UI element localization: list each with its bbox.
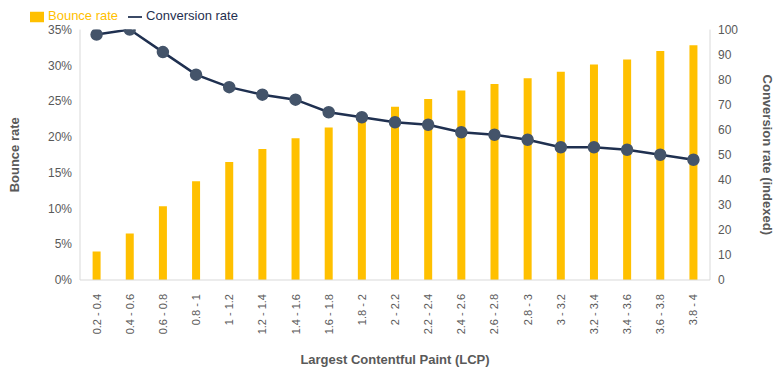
svg-text:1.2 - 1.4: 1.2 - 1.4 xyxy=(256,294,268,334)
svg-text:0%: 0% xyxy=(55,273,73,287)
svg-text:25%: 25% xyxy=(48,94,72,108)
svg-text:1.6 - 1.8: 1.6 - 1.8 xyxy=(323,294,335,334)
svg-text:35%: 35% xyxy=(48,23,72,37)
svg-text:0.8 - 1: 0.8 - 1 xyxy=(190,294,202,325)
svg-text:Largest Contentful Paint (LCP): Largest Contentful Paint (LCP) xyxy=(300,352,489,367)
svg-text:80: 80 xyxy=(718,73,732,87)
svg-text:15%: 15% xyxy=(48,166,72,180)
svg-text:30: 30 xyxy=(718,198,732,212)
html-text:Bounce rate: Bounce rate xyxy=(48,8,119,23)
svg-text:2.8 - 3: 2.8 - 3 xyxy=(522,294,534,325)
svg-text:50: 50 xyxy=(718,148,732,162)
svg-text:20%: 20% xyxy=(48,130,72,144)
svg-text:20: 20 xyxy=(718,223,732,237)
svg-text:10%: 10% xyxy=(48,202,72,216)
svg-text:0.6 - 0.8: 0.6 - 0.8 xyxy=(157,294,169,334)
svg-text:60: 60 xyxy=(718,123,732,137)
svg-text:2.6 - 2.8: 2.6 - 2.8 xyxy=(488,294,500,334)
svg-text:0.4 - 0.6: 0.4 - 0.6 xyxy=(124,294,136,334)
svg-text:100: 100 xyxy=(718,23,738,37)
svg-text:2.2 - 2.4: 2.2 - 2.4 xyxy=(422,294,434,334)
svg-text:30%: 30% xyxy=(48,59,72,73)
svg-text:1 - 1.2: 1 - 1.2 xyxy=(223,294,235,325)
svg-text:1.8 - 2: 1.8 - 2 xyxy=(356,294,368,325)
svg-text:40: 40 xyxy=(718,173,732,187)
svg-text:5%: 5% xyxy=(55,237,73,251)
svg-text:90: 90 xyxy=(718,48,732,62)
html-text:Conversion rate: Conversion rate xyxy=(146,8,238,23)
svg-text:1.4 - 1.6: 1.4 - 1.6 xyxy=(290,294,302,334)
svg-text:3.2 - 3.4: 3.2 - 3.4 xyxy=(588,294,600,334)
svg-text:10: 10 xyxy=(718,248,732,262)
svg-text:Bounce rate: Bounce rate xyxy=(8,117,22,192)
svg-text:3.8 - 4: 3.8 - 4 xyxy=(687,294,699,325)
svg-text:3.4 - 3.6: 3.4 - 3.6 xyxy=(621,294,633,334)
svg-text:0.2 - 0.4: 0.2 - 0.4 xyxy=(91,294,103,334)
svg-text:Conversion rate (indexed): Conversion rate (indexed) xyxy=(760,75,774,235)
svg-text:0: 0 xyxy=(718,273,725,287)
svg-text:3 - 3.2: 3 - 3.2 xyxy=(555,294,567,325)
svg-text:70: 70 xyxy=(718,98,732,112)
svg-text:2 - 2.2: 2 - 2.2 xyxy=(389,294,401,325)
svg-text:3.6 - 3.8: 3.6 - 3.8 xyxy=(654,294,666,334)
svg-text:2.4 - 2.6: 2.4 - 2.6 xyxy=(455,294,467,334)
